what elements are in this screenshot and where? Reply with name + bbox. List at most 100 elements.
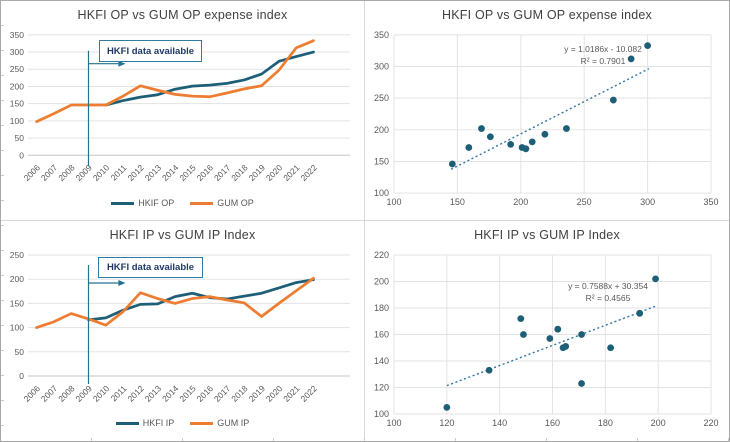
y-axis-tick-label: 250 (10, 250, 24, 260)
legend-item-gum-ip[interactable]: GUM IP (190, 418, 249, 428)
ip-regression-label: y = 0.7588x + 30.354 R² = 0.4565 (518, 280, 698, 304)
legend-label: HKFI IP (142, 418, 175, 428)
scatter-point (517, 315, 525, 322)
regression-trendline (446, 305, 656, 387)
y-axis-tick-label: 120 (374, 383, 389, 393)
y-axis-tick-label: 100 (10, 116, 24, 126)
op-line-chart-panel[interactable]: HKFI OP vs GUM OP expense index 0 50 100 15… (1, 1, 365, 221)
op-regression-equation: y = 1.0186x - 10.082 (564, 44, 642, 54)
op-line-chart-title: HKFI OP vs GUM OP expense index (77, 8, 288, 22)
scatter-point (448, 160, 456, 168)
hkif-op-line-swatch (111, 201, 135, 205)
y-axis-tick-label: 0 (19, 371, 24, 381)
legend-label: GUM OP (217, 198, 254, 208)
ip-line-legend: HKFI IP GUM IP (1, 418, 364, 428)
scatter-point (486, 133, 494, 141)
x-axis-year-label: 2017 (212, 383, 233, 404)
gum-ip-line-swatch (190, 421, 214, 425)
y-axis-tick-label: 150 (10, 298, 24, 308)
x-axis-year-label: 2020 (264, 162, 285, 183)
scatter-point (652, 275, 659, 283)
x-axis-tick-label: 200 (651, 418, 666, 428)
op-line-legend: HKIF OP GUM OP (1, 198, 364, 208)
x-axis-year-label: 2017 (212, 162, 233, 183)
scatter-point (465, 144, 473, 151)
legend-item-hkif-op[interactable]: HKIF OP (111, 198, 174, 208)
x-axis-year-label: 2006 (22, 383, 43, 404)
scatter-point (541, 130, 549, 138)
scatter-point (578, 380, 585, 387)
y-axis-tick-label: 200 (10, 274, 24, 284)
scatter-point (507, 140, 515, 148)
x-axis-year-label: 2009 (74, 383, 95, 404)
y-axis-tick-label: 200 (374, 125, 389, 135)
x-axis-tick-label: 140 (492, 418, 507, 428)
gum-ip-series-line (35, 276, 315, 329)
x-axis-year-label: 2016 (195, 162, 216, 183)
x-axis-year-label: 2014 (160, 383, 181, 404)
legend-item-hkfi-ip[interactable]: HKFI IP (115, 418, 175, 428)
scatter-point (563, 125, 570, 132)
x-axis-year-label: 2007 (39, 162, 60, 183)
x-axis-year-label: 2010 (91, 162, 112, 183)
y-axis-tick-label: 150 (374, 156, 389, 166)
x-axis-year-label: 2008 (56, 383, 77, 404)
x-axis-year-label: 2021 (281, 162, 302, 183)
scatter-point (627, 55, 635, 63)
y-axis-tick-label: 300 (10, 47, 24, 57)
y-axis-tick-label: 150 (10, 99, 24, 109)
scatter-point (546, 335, 554, 342)
y-axis-tick-label: 350 (374, 30, 389, 40)
scatter-point (522, 145, 530, 153)
spreadsheet-row-gridline-stubs (1, 1, 4, 441)
ip-line-chart: 0501001502002502006200720082009201020112… (10, 250, 351, 404)
callout-label: HKFI data available (106, 262, 195, 273)
spreadsheet-column-gridline-stubs (1, 438, 729, 441)
gum-op-series-line (35, 39, 315, 123)
x-axis-year-label: 2011 (109, 162, 129, 182)
y-axis-tick-label: 50 (15, 133, 25, 143)
x-axis-year-label: 2007 (39, 383, 60, 404)
scatter-point (520, 331, 527, 338)
op-scatter-chart-title: HKFI OP vs GUM OP expense index (442, 8, 652, 22)
x-axis-year-label: 2022 (298, 383, 319, 404)
y-axis-tick-label: 200 (374, 277, 389, 287)
x-axis-year-label: 2012 (125, 162, 146, 183)
x-axis-year-label: 2022 (298, 162, 319, 183)
hkfi-data-available-callout: HKFI data available (99, 40, 202, 62)
y-axis-tick-label: 220 (374, 250, 389, 260)
x-axis-year-label: 2018 (229, 162, 250, 183)
scatter-point (443, 403, 451, 411)
x-axis-year-label: 2013 (143, 383, 164, 404)
x-axis-tick-label: 120 (439, 418, 454, 428)
ip-line-chart-panel[interactable]: HKFI IP vs GUM IP Index 0 50 100 150 200 250 2… (1, 221, 365, 441)
x-axis-tick-label: 160 (545, 418, 560, 428)
y-axis-tick-label: 140 (374, 356, 389, 366)
ip-line-chart-title: HKFI IP vs GUM IP Index (109, 228, 256, 242)
ip-scatter-chart-title: HKFI IP vs GUM IP Index (474, 228, 620, 242)
y-axis-tick-label: 200 (10, 81, 24, 91)
legend-item-gum-op[interactable]: GUM OP (190, 198, 254, 208)
y-axis-tick-label: 350 (10, 30, 24, 40)
op-scatter-chart-panel[interactable]: HKFI OP vs GUM OP expense index 100 150 20… (365, 1, 729, 221)
y-axis-tick-label: 50 (15, 347, 25, 357)
x-axis-year-label: 2013 (143, 162, 164, 183)
scatter-point (644, 42, 651, 49)
x-axis-year-label: 2006 (22, 162, 43, 183)
y-axis-tick-label: 300 (374, 62, 389, 72)
hkfi-data-available-callout: HKFI data available (98, 257, 203, 278)
gum-op-line-swatch (190, 201, 214, 205)
op-line-chart: 0501001502002503003502006200720082009201… (10, 30, 351, 183)
x-axis-year-label: 2014 (160, 162, 181, 183)
x-axis-tick-label: 250 (577, 197, 592, 207)
scatter-point (554, 325, 562, 333)
annotation-arrow-head (118, 280, 126, 286)
y-axis-tick-label: 100 (10, 323, 24, 333)
x-axis-tick-label: 180 (598, 418, 613, 428)
ip-regression-equation: y = 0.7588x + 30.354 (568, 281, 648, 291)
x-axis-year-label: 2016 (195, 383, 216, 404)
y-axis-tick-label: 100 (374, 188, 389, 198)
regression-trendline (450, 68, 650, 170)
x-axis-tick-label: 150 (450, 197, 465, 207)
ip-scatter-chart-panel[interactable]: HKFI IP vs GUM IP Index 100 120 140 160 180 2… (365, 221, 729, 441)
